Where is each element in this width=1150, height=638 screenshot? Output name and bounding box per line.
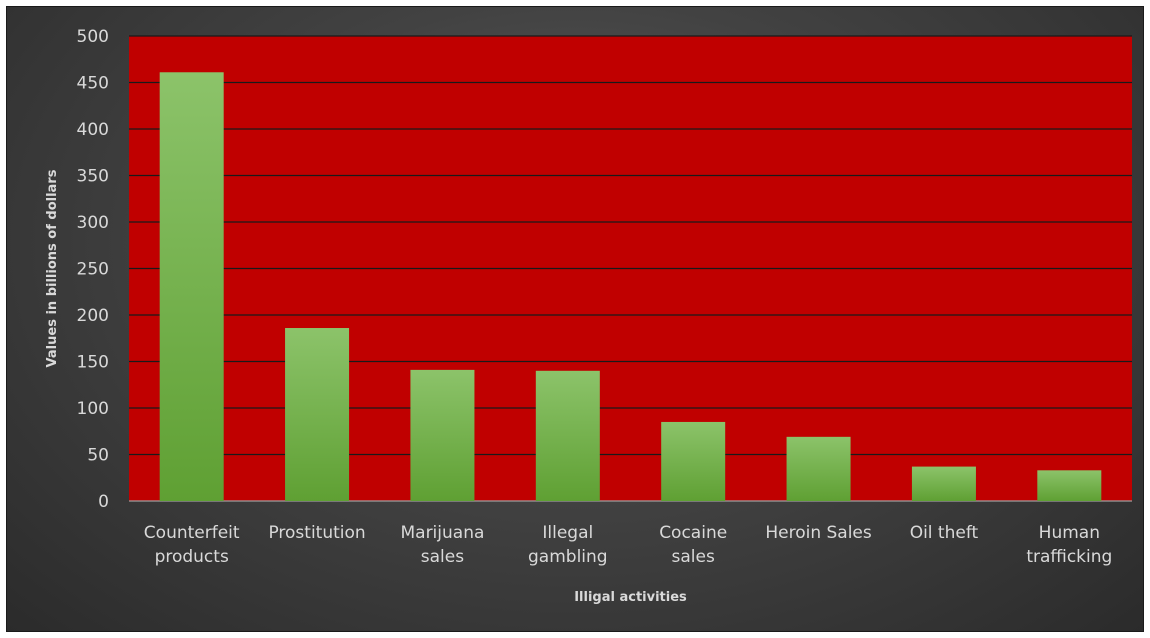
x-category-label: Counterfeit products: [144, 523, 240, 567]
bar: [159, 72, 224, 502]
x-axis-labels: Counterfeit products Prostitution Marijuana…: [144, 523, 1113, 567]
bar: [285, 328, 350, 501]
gridlines: [129, 35, 1132, 502]
bar: [911, 466, 976, 501]
x-category-label: Marijuana sales: [400, 523, 484, 567]
x-category-label: Prostitution: [268, 523, 365, 543]
bar: [1037, 470, 1102, 501]
y-tick-label: 250: [77, 260, 109, 280]
y-tick-label: 0: [98, 492, 109, 512]
bar: [661, 421, 726, 501]
y-tick-label: 350: [77, 167, 109, 187]
bar: [410, 369, 475, 501]
y-tick-label: 100: [77, 399, 109, 419]
bar: [786, 436, 851, 501]
bars: [159, 72, 1102, 502]
y-axis-title: Values in billions of dollars: [45, 169, 60, 367]
x-category-label: Heroin Sales: [765, 523, 872, 543]
y-tick-label: 450: [77, 74, 109, 94]
y-tick-label: 50: [87, 446, 109, 466]
x-category-label: Illegal gambling: [528, 523, 608, 567]
x-category-label: Cocaine sales: [659, 523, 727, 567]
y-tick-label: 300: [77, 213, 109, 233]
y-tick-label: 150: [77, 353, 109, 373]
x-axis-title: Illigal activities: [574, 590, 687, 605]
x-category-label: Oil theft: [910, 523, 979, 543]
y-tick-label: 500: [77, 27, 109, 47]
y-tick-label: 200: [77, 306, 109, 326]
x-category-label: Human trafficking: [1026, 523, 1112, 567]
y-axis-ticks: 0 50 100 150 200 250 300 350 400 450 500: [77, 27, 109, 512]
y-tick-label: 400: [77, 120, 109, 140]
bar: [535, 370, 600, 501]
